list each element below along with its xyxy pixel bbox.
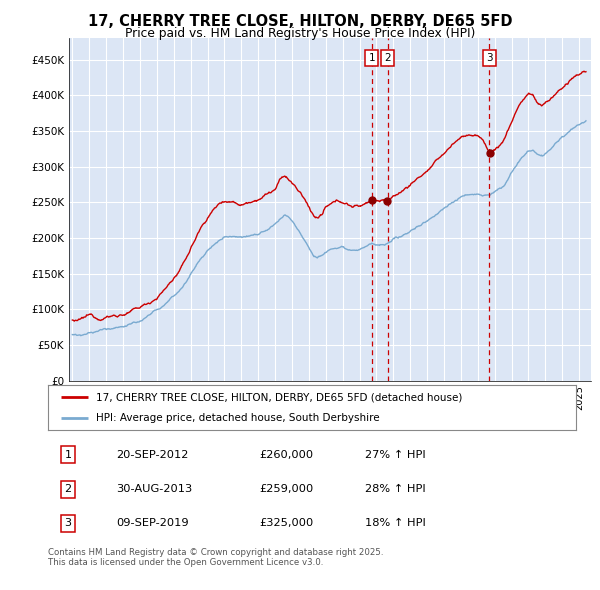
Text: 28% ↑ HPI: 28% ↑ HPI	[365, 484, 425, 494]
Text: 2: 2	[65, 484, 71, 494]
Text: Price paid vs. HM Land Registry's House Price Index (HPI): Price paid vs. HM Land Registry's House …	[125, 27, 475, 40]
Text: Contains HM Land Registry data © Crown copyright and database right 2025.
This d: Contains HM Land Registry data © Crown c…	[48, 548, 383, 567]
Text: 3: 3	[65, 519, 71, 529]
Text: 17, CHERRY TREE CLOSE, HILTON, DERBY, DE65 5FD: 17, CHERRY TREE CLOSE, HILTON, DERBY, DE…	[88, 14, 512, 29]
Text: 1: 1	[65, 450, 71, 460]
Text: 1: 1	[368, 53, 375, 63]
Text: £260,000: £260,000	[259, 450, 313, 460]
Text: 17, CHERRY TREE CLOSE, HILTON, DERBY, DE65 5FD (detached house): 17, CHERRY TREE CLOSE, HILTON, DERBY, DE…	[95, 392, 462, 402]
Text: HPI: Average price, detached house, South Derbyshire: HPI: Average price, detached house, Sout…	[95, 412, 379, 422]
Text: 2: 2	[384, 53, 391, 63]
Text: 30-AUG-2013: 30-AUG-2013	[116, 484, 193, 494]
Text: 27% ↑ HPI: 27% ↑ HPI	[365, 450, 425, 460]
Text: £259,000: £259,000	[259, 484, 313, 494]
Text: 09-SEP-2019: 09-SEP-2019	[116, 519, 189, 529]
Text: 18% ↑ HPI: 18% ↑ HPI	[365, 519, 425, 529]
Text: 3: 3	[486, 53, 493, 63]
Text: £325,000: £325,000	[259, 519, 313, 529]
Text: 20-SEP-2012: 20-SEP-2012	[116, 450, 189, 460]
